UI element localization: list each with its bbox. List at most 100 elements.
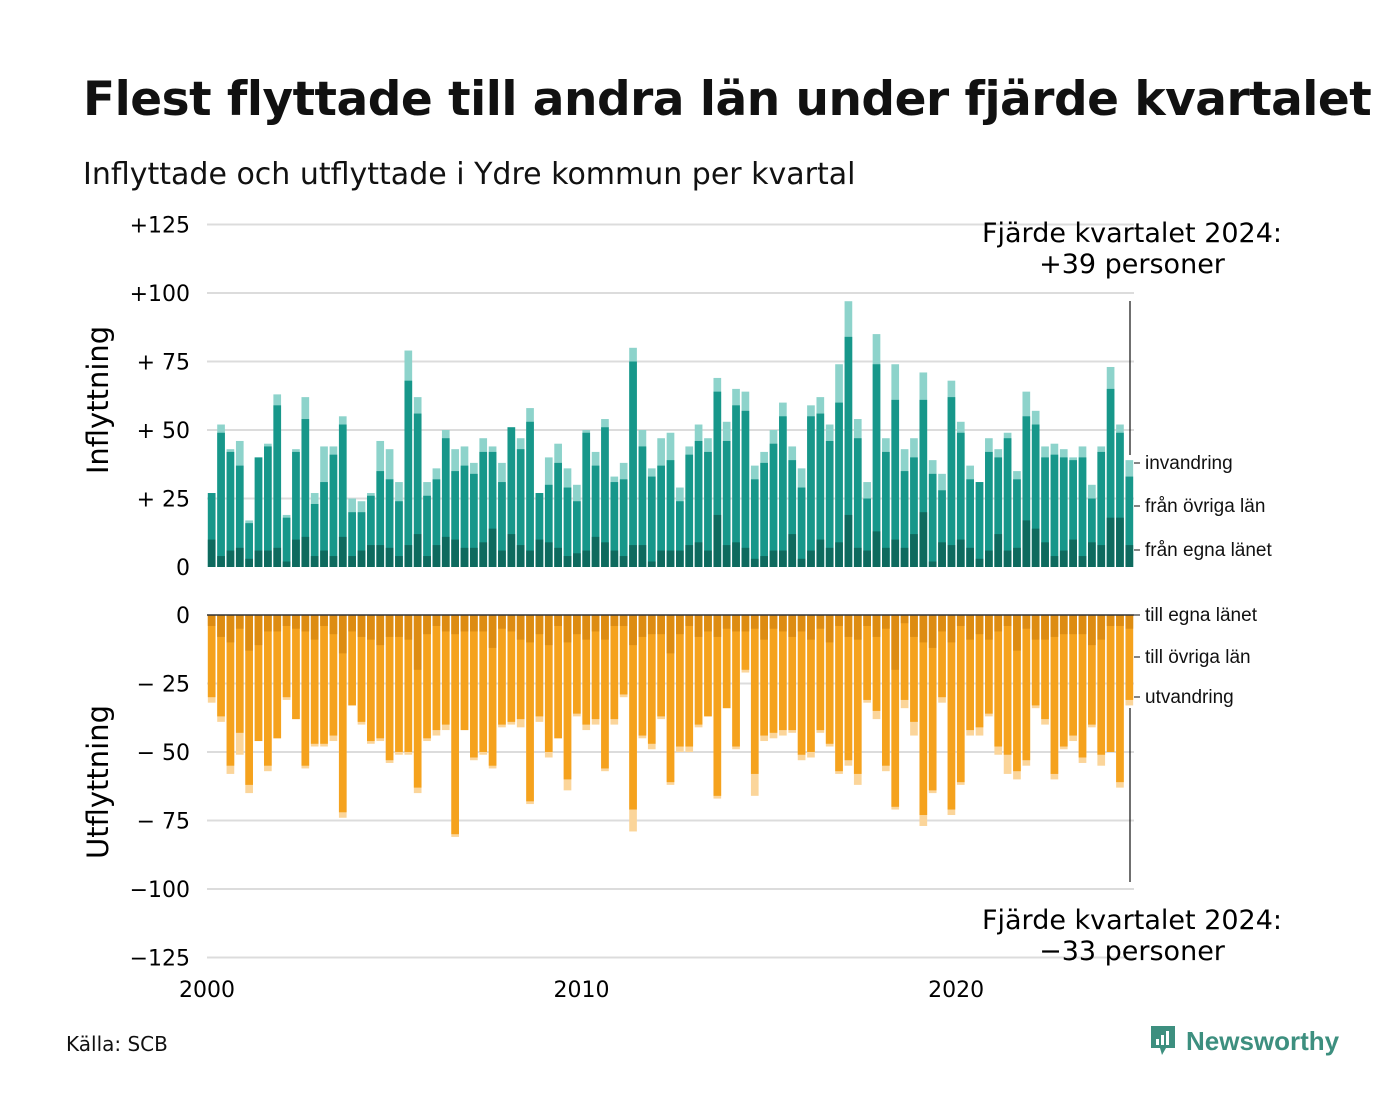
bar-in-ovriga-lan bbox=[713, 391, 722, 567]
bar-in-ovriga-lan bbox=[563, 487, 572, 567]
bar-in-ovriga-lan bbox=[226, 451, 235, 567]
bar-out-ovriga-lan bbox=[1069, 615, 1077, 736]
bar-in-ovriga-lan bbox=[919, 399, 928, 567]
bar-in-egna-lanet bbox=[779, 550, 787, 567]
bar-out-egna-lanet bbox=[301, 615, 310, 632]
bar-out-egna-lanet bbox=[441, 615, 450, 632]
bar-out-ovriga-lan bbox=[273, 615, 282, 739]
bar-in-ovriga-lan bbox=[741, 410, 750, 567]
bar-out-ovriga-lan bbox=[629, 615, 637, 810]
bar-out-ovriga-lan bbox=[676, 615, 684, 747]
bar-out-ovriga-lan bbox=[694, 615, 703, 725]
bar-out-ovriga-lan bbox=[741, 615, 750, 670]
bar-out-egna-lanet bbox=[516, 615, 525, 640]
bar-in-ovriga-lan bbox=[619, 479, 628, 567]
bar-in-egna-lanet bbox=[591, 536, 600, 567]
bar-in-egna-lanet bbox=[226, 550, 235, 567]
bar-out-ovriga-lan bbox=[704, 615, 712, 717]
bar-in-ovriga-lan bbox=[928, 473, 937, 567]
bar-in-egna-lanet bbox=[1116, 517, 1124, 567]
bar-in-ovriga-lan bbox=[947, 397, 956, 567]
bar-in-egna-lanet bbox=[498, 550, 506, 567]
bar-out-egna-lanet bbox=[563, 615, 572, 643]
bar-in-ovriga-lan bbox=[676, 501, 684, 567]
bar-out-ovriga-lan bbox=[413, 615, 422, 788]
bar-out-egna-lanet bbox=[1031, 615, 1040, 640]
bar-out-ovriga-lan bbox=[498, 615, 506, 725]
bar-out-egna-lanet bbox=[460, 615, 469, 632]
bar-out-egna-lanet bbox=[404, 615, 413, 640]
bar-in-ovriga-lan bbox=[1003, 438, 1012, 567]
bar-out-ovriga-lan bbox=[732, 615, 740, 747]
bar-in-ovriga-lan bbox=[816, 413, 825, 567]
bar-out-ovriga-lan bbox=[376, 615, 385, 739]
bar-out-egna-lanet bbox=[413, 615, 422, 670]
bar-in-egna-lanet bbox=[975, 558, 984, 567]
bar-in-egna-lanet bbox=[835, 542, 843, 567]
bar-in-ovriga-lan bbox=[441, 438, 450, 567]
bar-in-egna-lanet bbox=[470, 547, 478, 567]
bar-out-ovriga-lan bbox=[947, 615, 956, 810]
bar-in-ovriga-lan bbox=[488, 451, 497, 567]
bar-out-egna-lanet bbox=[507, 615, 516, 632]
bar-out-ovriga-lan bbox=[573, 615, 581, 714]
bar-out-egna-lanet bbox=[788, 615, 797, 637]
bar-in-egna-lanet bbox=[423, 556, 431, 567]
bar-in-ovriga-lan bbox=[975, 482, 984, 567]
bar-out-ovriga-lan bbox=[779, 615, 787, 731]
bar-in-ovriga-lan bbox=[217, 432, 225, 567]
bar-in-egna-lanet bbox=[1059, 550, 1068, 567]
bar-in-ovriga-lan bbox=[1125, 476, 1134, 567]
bar-in-egna-lanet bbox=[310, 556, 319, 567]
bar-in-ovriga-lan bbox=[788, 460, 797, 567]
bar-out-ovriga-lan bbox=[245, 615, 253, 785]
bar-in-ovriga-lan bbox=[694, 440, 703, 567]
bar-in-ovriga-lan bbox=[610, 482, 619, 567]
bar-out-egna-lanet bbox=[376, 615, 385, 646]
bar-out-egna-lanet bbox=[1125, 615, 1134, 629]
bar-in-egna-lanet bbox=[245, 558, 253, 567]
bar-in-ovriga-lan bbox=[451, 471, 459, 567]
bar-out-ovriga-lan bbox=[226, 615, 235, 766]
bar-in-ovriga-lan bbox=[282, 517, 291, 567]
bar-in-ovriga-lan bbox=[423, 495, 431, 567]
newsworthy-icon bbox=[1151, 1026, 1175, 1055]
bar-in-egna-lanet bbox=[685, 545, 694, 567]
bar-in-egna-lanet bbox=[666, 550, 675, 567]
bar-out-ovriga-lan bbox=[526, 615, 534, 802]
bar-out-egna-lanet bbox=[975, 615, 984, 635]
bar-out-ovriga-lan bbox=[310, 615, 319, 744]
bar-out-egna-lanet bbox=[900, 615, 909, 624]
bar-in-egna-lanet bbox=[732, 542, 740, 567]
bar-out-egna-lanet bbox=[610, 615, 619, 626]
bar-in-ovriga-lan bbox=[235, 465, 244, 567]
bar-out-ovriga-lan bbox=[722, 615, 731, 709]
inflow-bars bbox=[207, 301, 1134, 567]
bar-in-egna-lanet bbox=[750, 558, 759, 567]
bar-out-egna-lanet bbox=[488, 615, 497, 648]
bar-out-egna-lanet bbox=[601, 615, 609, 640]
bar-in-ovriga-lan bbox=[554, 462, 562, 567]
bar-out-egna-lanet bbox=[779, 615, 787, 632]
bar-in-ovriga-lan bbox=[376, 471, 385, 567]
bar-out-egna-lanet bbox=[685, 615, 694, 626]
bar-in-egna-lanet bbox=[479, 542, 488, 567]
bar-in-egna-lanet bbox=[788, 534, 797, 567]
bar-in-ovriga-lan bbox=[357, 512, 366, 567]
y-tick-labels: +125 +100 + 75 + 50 + 25 0 0 − 25 − 50 − 75 −100 −1… bbox=[130, 214, 190, 972]
bar-in-ovriga-lan bbox=[844, 336, 853, 567]
bar-out-egna-lanet bbox=[619, 615, 628, 626]
bar-in-egna-lanet bbox=[516, 545, 525, 567]
bar-in-egna-lanet bbox=[872, 531, 881, 567]
bar-out-ovriga-lan bbox=[900, 615, 909, 700]
bar-in-ovriga-lan bbox=[1078, 457, 1087, 567]
bar-out-ovriga-lan bbox=[535, 615, 544, 717]
bar-out-egna-lanet bbox=[657, 615, 665, 635]
bar-in-egna-lanet bbox=[1069, 539, 1077, 567]
bar-in-egna-lanet bbox=[816, 539, 825, 567]
bar-out-ovriga-lan bbox=[713, 615, 722, 796]
legend-label-in: från egna länet bbox=[1145, 540, 1272, 561]
bar-out-ovriga-lan bbox=[432, 615, 441, 731]
bar-in-egna-lanet bbox=[760, 556, 768, 567]
legend-label-out: utvandring bbox=[1145, 687, 1234, 708]
